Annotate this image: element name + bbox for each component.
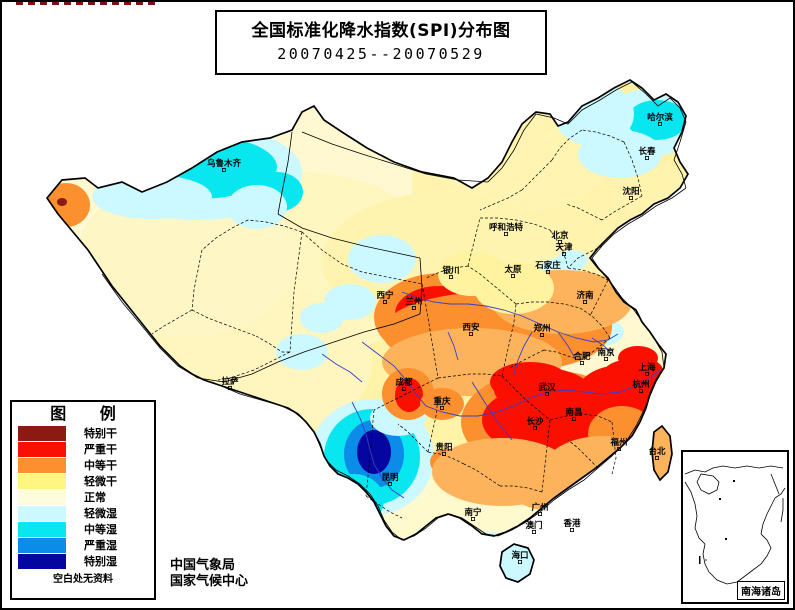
inset-label: 南海诸岛	[737, 581, 785, 600]
legend-heading: 图 例	[50, 404, 130, 423]
legend-label-0: 特别干	[84, 426, 117, 440]
national-border	[45, 79, 689, 583]
legend-item-7: 严重湿	[12, 537, 154, 553]
legend-swatch-7	[18, 537, 66, 553]
legend-label-2: 中等干	[84, 458, 117, 472]
date-range: 20070425--20070529	[277, 45, 485, 64]
legend-label-3: 轻微干	[84, 474, 117, 488]
legend-label-1: 严重干	[84, 442, 117, 456]
legend-swatch-2	[18, 457, 66, 473]
legend-label-5: 轻微湿	[84, 506, 117, 520]
legend-item-0: 特别干	[12, 425, 154, 441]
legend-swatch-4	[18, 489, 66, 505]
credit-block: 中国气象局 国家气候中心	[170, 558, 248, 591]
title-box: 全国标准化降水指数(SPI)分布图 20070425--20070529	[215, 10, 547, 75]
legend-swatch-5	[18, 505, 66, 521]
south-china-sea-inset: 南海诸岛	[681, 450, 789, 604]
legend-swatch-3	[18, 473, 66, 489]
legend-item-1: 严重干	[12, 441, 154, 457]
credit-line-2: 国家气候中心	[170, 574, 249, 590]
legend-box: 图 例 特别干严重干中等干轻微干正常轻微湿中等湿严重湿特别湿 空白处无资料	[10, 400, 156, 600]
legend-swatch-0	[18, 425, 66, 441]
credit-line-1: 中国气象局	[170, 558, 236, 573]
legend-item-8: 特别湿	[12, 553, 154, 569]
legend-swatch-8	[18, 553, 66, 569]
legend-label-8: 特别湿	[84, 554, 117, 568]
legend-swatch-6	[18, 521, 66, 537]
legend-item-4: 正常	[12, 489, 154, 505]
province-internal-lines	[151, 129, 643, 519]
top-edge-artifact	[16, 2, 156, 5]
legend-label-6: 中等湿	[84, 522, 117, 536]
legend-item-6: 中等湿	[12, 521, 154, 537]
legend-label-7: 严重湿	[84, 538, 117, 552]
legend-item-5: 轻微湿	[12, 505, 154, 521]
legend-rows: 特别干严重干中等干轻微干正常轻微湿中等湿严重湿特别湿	[12, 425, 154, 569]
inset-map-svg	[684, 465, 786, 585]
legend-label-4: 正常	[84, 490, 106, 504]
legend-item-3: 轻微干	[12, 473, 154, 489]
legend-note: 空白处无资料	[53, 574, 113, 586]
river-lines	[321, 291, 661, 499]
page-title: 全国标准化降水指数(SPI)分布图	[251, 20, 511, 41]
legend-swatch-1	[18, 441, 66, 457]
legend-item-2: 中等干	[12, 457, 154, 473]
